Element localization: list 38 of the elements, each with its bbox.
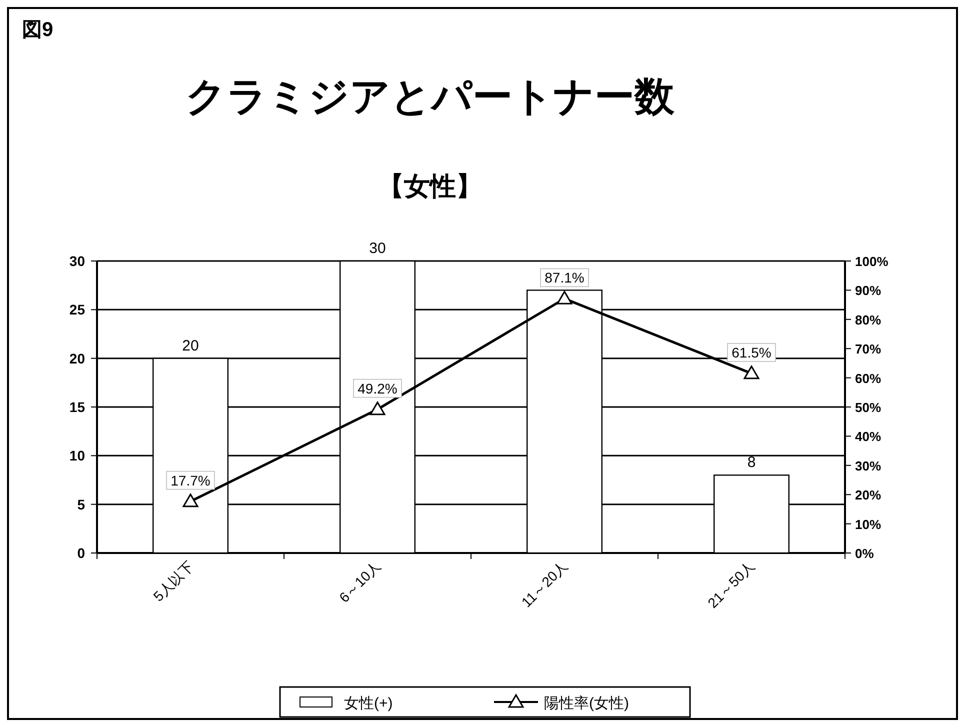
y-tick-label: 10 — [69, 448, 86, 464]
y2-tick-label: 0% — [855, 546, 874, 561]
x-tick-label: 21～50人 — [704, 558, 758, 611]
y-tick-label: 25 — [69, 302, 86, 318]
point — [182, 494, 198, 508]
y-tick-label: 20 — [69, 350, 86, 366]
data-label: 49.2% — [358, 380, 398, 396]
y-tick-label: 30 — [69, 253, 86, 269]
caption: 図9 — [22, 19, 54, 41]
y2-tick-label: 100% — [855, 254, 889, 269]
point — [370, 402, 386, 416]
point — [744, 366, 760, 380]
x-tick-label: 6～10人 — [336, 558, 384, 606]
legend-label: 女性(+) — [344, 695, 393, 712]
chart-title: クラミジアとパートナー数 — [186, 75, 676, 119]
y2-tick-label: 20% — [855, 488, 882, 503]
data-label: 8 — [747, 454, 756, 472]
x-tick-label: 11～20人 — [518, 558, 571, 610]
legend-label: 陽性率(女性) — [544, 695, 629, 712]
data-label: 61.5% — [732, 344, 772, 360]
y-tick-label: 0 — [77, 545, 86, 561]
y2-tick-label: 40% — [855, 429, 882, 444]
chart-subtitle: 【女性】 — [378, 171, 482, 201]
y2-tick-label: 10% — [855, 516, 882, 532]
data-label: 87.1% — [544, 270, 584, 286]
y2-tick-label: 60% — [855, 370, 882, 386]
y2-tick-label: 30% — [855, 458, 882, 474]
y-tick-label: 15 — [69, 399, 86, 415]
y2-tick-label: 70% — [855, 342, 882, 357]
x-tick-label: 5人以下 — [150, 558, 197, 604]
y2-tick-label: 90% — [855, 283, 882, 298]
y-tick-label: 5 — [77, 496, 86, 512]
data-label: 17.7% — [170, 472, 210, 488]
y2-tick-label: 80% — [855, 312, 882, 328]
point — [556, 290, 572, 304]
data-label: 30 — [369, 240, 386, 257]
data-label: 20 — [182, 337, 199, 354]
y2-tick-label: 50% — [855, 400, 882, 415]
